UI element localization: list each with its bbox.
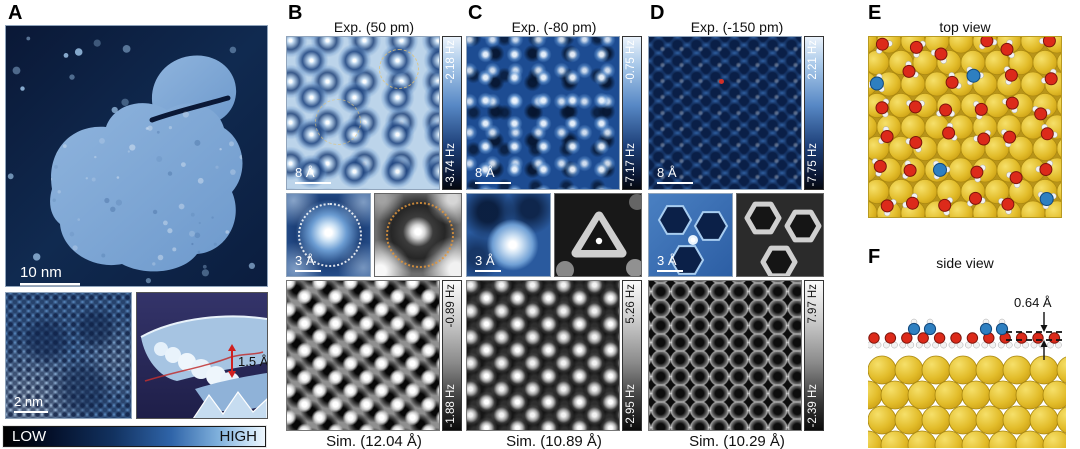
panel-a-zoom-image: 2 nm — [5, 292, 132, 419]
colorbar-max-label: 5.26 Hz — [625, 284, 638, 324]
scalebar-3a: 3 Å — [295, 254, 321, 272]
colorbar-min-label: -2.39 Hz — [807, 383, 820, 427]
panel-c-exp-image: 8 Å — [466, 36, 620, 190]
panel-c: C Exp. (-80 pm) 8 Å -0.75 Hz -7.17 Hz 3 … — [466, 0, 642, 449]
panel-c-sim-caption: Sim. (10.89 Å) — [506, 433, 602, 449]
height-annotation-text: 0.64 Å — [1014, 295, 1052, 310]
panel-e-title: top view — [939, 19, 991, 35]
scalebar-8a: 8 Å — [475, 166, 511, 184]
panel-d-zoom-sim-image — [736, 193, 824, 277]
height-arrow-icon — [228, 344, 236, 378]
height-annotation-text: 1.5 Å — [238, 354, 268, 369]
panel-e: E top view F side view 0.64 Å — [853, 0, 1080, 449]
highlight-circle — [386, 202, 454, 268]
panel-b-exp-title: Exp. (50 pm) — [333, 19, 415, 35]
panel-b-exp-colorbar: -2.18 Hz -3.74 Hz — [442, 36, 462, 190]
panel-a-3d-image: 1.5 Å — [136, 292, 268, 419]
panel-a-colorbar: LOW HIGH — [2, 425, 267, 448]
colorbar-min-label: -7.17 Hz — [625, 142, 638, 186]
panel-b-sim-image — [286, 280, 440, 431]
colorbar-max-label: -0.75 Hz — [625, 40, 638, 84]
side-view-model-graphic — [853, 312, 1080, 449]
triangle-feature-graphic — [556, 194, 641, 276]
scalebar-8a: 8 Å — [657, 166, 693, 184]
panel-c-label: C — [468, 2, 483, 24]
highlight-circle — [298, 203, 362, 267]
panel-f-label: F — [868, 246, 881, 268]
profile-line — [144, 351, 264, 382]
hexagon-sim-graphic — [744, 201, 822, 276]
panel-c-exp-title: Exp. (-80 pm) — [511, 19, 597, 35]
panel-b-exp-image: 8 Å — [286, 36, 440, 190]
panel-d-exp-image: 8 Å — [648, 36, 802, 190]
colorbar-min-label: -1.88 Hz — [445, 383, 458, 427]
colorbar-max-label: -2.18 Hz — [445, 40, 458, 84]
colorbar-min-label: -3.74 Hz — [445, 142, 458, 186]
highlight-circle — [315, 99, 361, 145]
scalebar-2nm-line — [14, 410, 48, 413]
panel-d-label: D — [650, 2, 665, 24]
colorbar-min-label: -2.95 Hz — [625, 383, 638, 427]
colorbar-high-label: HIGH — [219, 428, 258, 445]
panel-c-zoom-exp-image: 3 Å — [466, 193, 551, 277]
scalebar-3a: 3 Å — [475, 254, 501, 272]
panel-a: A 10 nm — [2, 0, 268, 449]
scalebar-2nm-text: 2 nm — [14, 393, 43, 409]
panel-d-sim-image — [648, 280, 802, 431]
scalebar-8a: 8 Å — [295, 166, 331, 184]
panel-a-overview-image: 10 nm — [5, 25, 268, 287]
panel-d-zoom-exp-image: 3 Å — [648, 193, 733, 277]
panel-d-sim-caption: Sim. (10.29 Å) — [689, 433, 785, 449]
panel-e-label: E — [868, 2, 882, 24]
panel-c-sim-image — [466, 280, 620, 431]
panel-b-sim-caption: Sim. (12.04 Å) — [326, 433, 422, 449]
stm-overview-graphic: 10 nm — [6, 26, 267, 286]
colorbar-max-label: 7.97 Hz — [807, 284, 820, 324]
panel-b-zoom-sim-image — [374, 193, 462, 277]
colorbar-max-label: -0.89 Hz — [445, 284, 458, 328]
colorbar-max-label: 2.21 Hz — [807, 40, 820, 80]
stm-3d-profile-graphic: 1.5 Å — [137, 293, 268, 418]
panel-e-model-image — [868, 36, 1062, 218]
scalebar-3a: 3 Å — [657, 254, 683, 272]
panel-f-title: side view — [936, 255, 994, 271]
panel-d: D Exp. (-150 pm) 8 Å 2.21 Hz -7.75 Hz 3 … — [648, 0, 826, 449]
hexagon-feature-graphic — [657, 205, 729, 275]
top-view-model-graphic — [869, 37, 1061, 217]
scalebar-10nm-text: 10 nm — [20, 264, 62, 281]
panel-c-exp-colorbar: -0.75 Hz -7.17 Hz — [622, 36, 642, 190]
panel-f-model-image — [853, 274, 1080, 449]
panel-c-sim-colorbar: 5.26 Hz -2.95 Hz — [622, 280, 642, 431]
defect-marker — [719, 79, 724, 84]
panel-b-zoom-exp-image: 3 Å — [286, 193, 371, 277]
panel-d-exp-colorbar: 2.21 Hz -7.75 Hz — [804, 36, 824, 190]
panel-d-sim-colorbar: 7.97 Hz -2.39 Hz — [804, 280, 824, 431]
panel-a-label: A — [8, 2, 23, 24]
highlight-circle — [379, 49, 419, 89]
panel-d-exp-title: Exp. (-150 pm) — [690, 19, 784, 35]
panel-b-sim-colorbar: -0.89 Hz -1.88 Hz — [442, 280, 462, 431]
scalebar-10nm-line — [20, 283, 80, 286]
colorbar-low-label: LOW — [12, 428, 47, 445]
panel-b-label: B — [288, 2, 303, 24]
panel-c-zoom-sim-image — [554, 193, 642, 277]
panel-b: B Exp. (50 pm) 8 Å -2.18 Hz -3.74 Hz 3 Å… — [286, 0, 462, 449]
scalebar-2nm: 2 nm — [14, 393, 48, 413]
colorbar-min-label: -7.75 Hz — [807, 142, 820, 186]
